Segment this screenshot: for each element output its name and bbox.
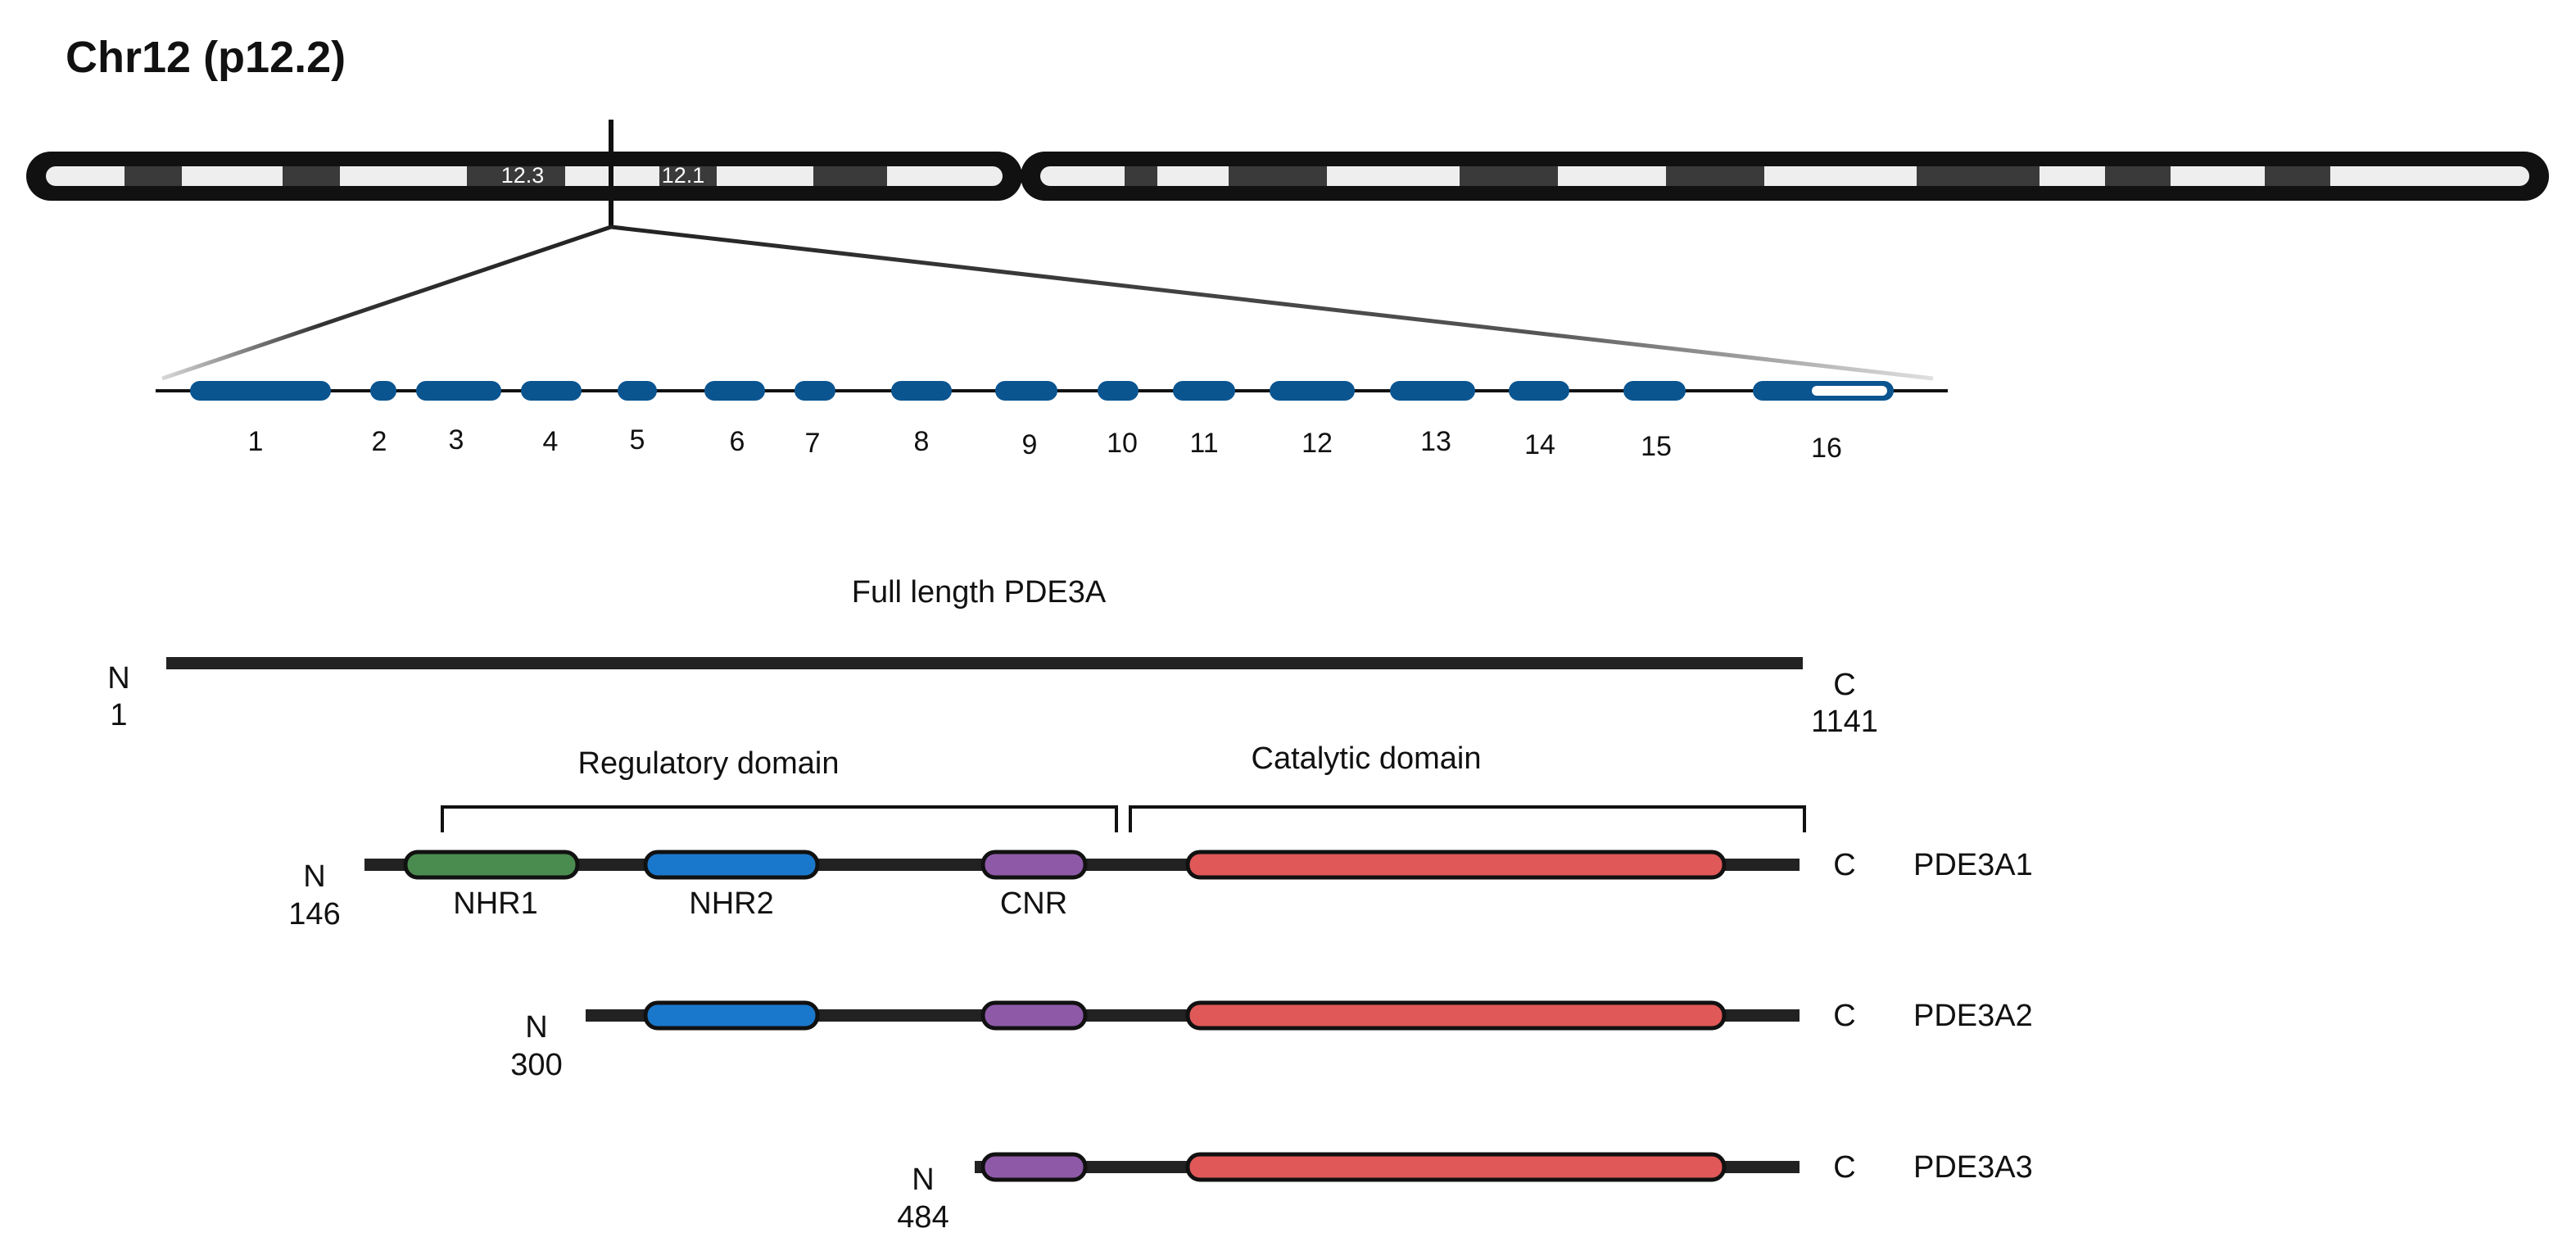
exon-1 <box>190 381 331 401</box>
catalytic-domain <box>1185 850 1727 880</box>
exon-label-group: 1 2 3 4 5 6 7 8 9 10 11 12 13 14 15 16 <box>248 424 1842 464</box>
domain-brackets: Regulatory domain Catalytic domain <box>441 741 1806 832</box>
isoform-c-label: C <box>1833 999 1855 1033</box>
exon-group <box>190 381 1894 401</box>
exon-15 <box>1623 381 1686 401</box>
gene-structure: 1 2 3 4 5 6 7 8 9 10 11 12 13 14 15 16 <box>156 381 1948 464</box>
catalytic-domain <box>1185 1152 1727 1182</box>
exon-label-1: 1 <box>248 426 264 457</box>
isoform-name: PDE3A1 <box>1913 848 2033 882</box>
band-dark <box>283 166 340 186</box>
full-length-n-label: N <box>107 661 129 696</box>
full-length-protein: Full length PDE3A N 1 C 1141 <box>107 575 1878 739</box>
band-dark <box>813 166 887 186</box>
cnr-label: CNR <box>1000 886 1067 921</box>
isoform-name: PDE3A3 <box>1913 1150 2033 1185</box>
exon-label-13: 13 <box>1420 426 1451 457</box>
band-dark <box>1666 166 1764 186</box>
exon-label-11: 11 <box>1189 428 1218 459</box>
regulatory-domain-label: Regulatory domain <box>578 746 840 781</box>
band-dark <box>659 166 717 186</box>
nhr2-label: NHR2 <box>689 886 773 921</box>
band-dark <box>2265 166 2330 186</box>
isoform-n-position: 484 <box>897 1200 948 1235</box>
exon-12 <box>1270 381 1355 401</box>
isoform-n-position: 300 <box>510 1048 562 1082</box>
chromosome-ideogram: 12.3 12.1 <box>26 152 2549 201</box>
exon-16-utr <box>1812 386 1887 396</box>
full-length-n-position: 1 <box>110 698 127 732</box>
band-dark <box>2105 166 2171 186</box>
band-dark <box>124 166 182 186</box>
exon-label-9: 9 <box>1022 429 1038 460</box>
isoform-n-position: 146 <box>288 897 340 931</box>
exon-11 <box>1173 381 1235 401</box>
exon-5 <box>618 381 657 401</box>
exon-3 <box>416 381 501 401</box>
exon-label-8: 8 <box>914 426 930 457</box>
exon-label-3: 3 <box>449 424 464 456</box>
isoform-name: PDE3A2 <box>1913 999 2033 1033</box>
exon-label-16: 16 <box>1811 433 1842 464</box>
exon-label-6: 6 <box>730 426 745 457</box>
exon-14 <box>1509 381 1569 401</box>
exon-label-14: 14 <box>1524 429 1555 460</box>
exon-9 <box>995 381 1057 401</box>
chromosome-title: Chr12 (p12.2) <box>66 33 346 82</box>
exon-7 <box>795 381 835 401</box>
isoform-pde3a3: N 484 C PDE3A3 <box>897 1150 2032 1235</box>
full-length-bar <box>166 657 1803 669</box>
full-length-c-position: 1141 <box>1811 705 1878 739</box>
cnr-domain <box>980 1152 1088 1182</box>
exon-label-7: 7 <box>805 428 821 459</box>
isoform-pde3a1: NHR1 NHR2 CNR N 146 C PDE3A1 <box>288 848 2032 931</box>
band-dark <box>1917 166 2040 186</box>
full-length-c-label: C <box>1833 668 1855 702</box>
regulatory-domain-bracket <box>441 805 1118 832</box>
band-dark <box>1229 166 1327 186</box>
isoform-c-label: C <box>1833 848 1855 882</box>
exon-label-10: 10 <box>1107 428 1138 459</box>
exon-2 <box>370 381 396 401</box>
exon-label-15: 15 <box>1641 431 1672 462</box>
full-length-title: Full length PDE3A <box>852 575 1107 610</box>
zoom-line-right <box>610 224 1934 381</box>
band-dark <box>467 166 565 186</box>
exon-label-2: 2 <box>372 426 387 457</box>
nhr2-domain <box>643 850 820 880</box>
band-label-12-1: 12.1 <box>662 163 705 188</box>
exon-4 <box>521 381 582 401</box>
isoform-c-label: C <box>1833 1150 1855 1185</box>
exon-label-5: 5 <box>630 424 645 456</box>
exon-6 <box>704 381 765 401</box>
cnr-domain <box>980 850 1088 880</box>
band-dark <box>1460 166 1558 186</box>
nhr1-label: NHR1 <box>453 886 537 921</box>
isoform-pde3a2: N 300 C PDE3A2 <box>510 999 2032 1082</box>
catalytic-domain <box>1185 1000 1727 1031</box>
exon-8 <box>891 381 952 401</box>
exon-label-4: 4 <box>543 426 559 457</box>
exon-10 <box>1098 381 1139 401</box>
catalytic-domain-label: Catalytic domain <box>1252 741 1482 776</box>
band-label-12-3: 12.3 <box>501 163 545 188</box>
nhr2-domain <box>643 1000 820 1031</box>
nhr1-domain <box>403 850 580 880</box>
isoform-n-label: N <box>525 1010 547 1045</box>
zoom-connector <box>161 120 1934 381</box>
band-dark <box>1125 166 1157 186</box>
cnr-domain <box>980 1000 1088 1031</box>
exon-label-12: 12 <box>1302 428 1333 459</box>
isoform-n-label: N <box>912 1163 934 1197</box>
exon-13 <box>1390 381 1475 401</box>
zoom-line-left <box>161 224 612 381</box>
catalytic-domain-bracket <box>1129 805 1806 832</box>
isoform-n-label: N <box>303 859 325 894</box>
